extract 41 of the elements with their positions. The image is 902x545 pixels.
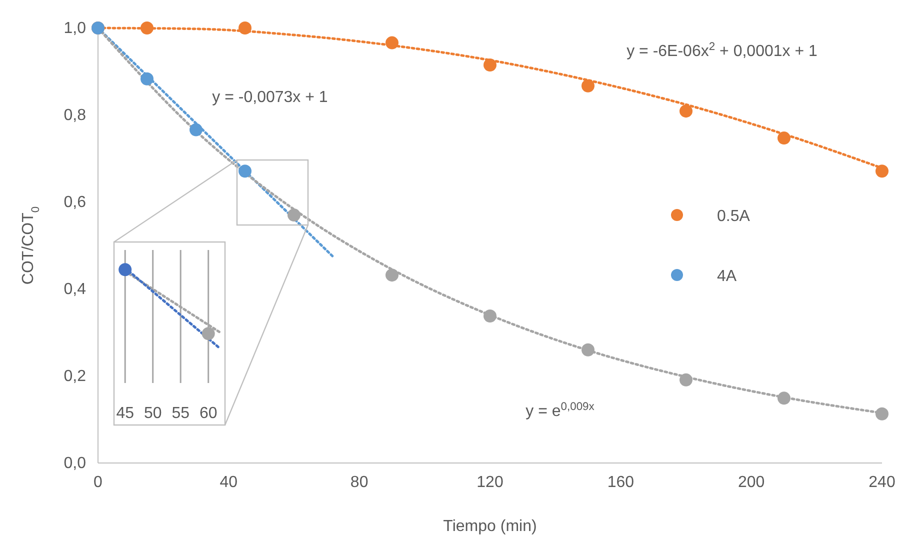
point [386,268,398,282]
x-tick-label: 55 [172,405,190,422]
x-tick-label: 45 [116,405,134,422]
annotation: y = -0,0073x + 1 [212,89,328,106]
legend-label: 4A [717,268,737,285]
point [386,36,398,50]
annotation: y = -6E-06x$^{2}$ + 0,0001x + 1 [626,41,818,60]
point [484,309,496,322]
point [680,373,692,386]
point [876,164,888,178]
point [778,392,790,405]
x-tick-label: 200 [738,474,765,491]
x-tick-label: 80 [350,474,368,491]
x-tick-label: 240 [868,474,896,491]
point [484,58,496,72]
point [680,104,692,118]
y-tick-label: 0,6 [64,194,86,211]
point [288,208,300,222]
x-axis-title: Tiempo (min) [443,518,537,535]
y-tick-label: 0,8 [64,107,86,124]
x-tick-label: 40 [220,474,238,491]
annotation: y = e$^{0,009x}$ [526,401,595,420]
point [190,123,202,136]
x-tick-label: 0 [94,474,103,491]
point [238,164,252,178]
y-tick-label: 1,0 [64,20,86,37]
legend-label: 0.5A [717,208,750,225]
point [582,343,594,356]
y-tick-label: 0,4 [64,281,86,298]
x-tick-label: 50 [144,405,162,422]
x-tick-label: 60 [199,405,218,422]
point [778,132,790,145]
x-tick-label: 160 [607,474,634,491]
point [582,79,594,92]
point [140,72,154,86]
x-tick-label: 120 [476,474,504,491]
point [238,22,252,34]
point [140,22,154,34]
y-tick-label: 0,2 [64,368,86,385]
point [876,407,888,420]
y-tick-label: 0,0 [64,455,86,472]
